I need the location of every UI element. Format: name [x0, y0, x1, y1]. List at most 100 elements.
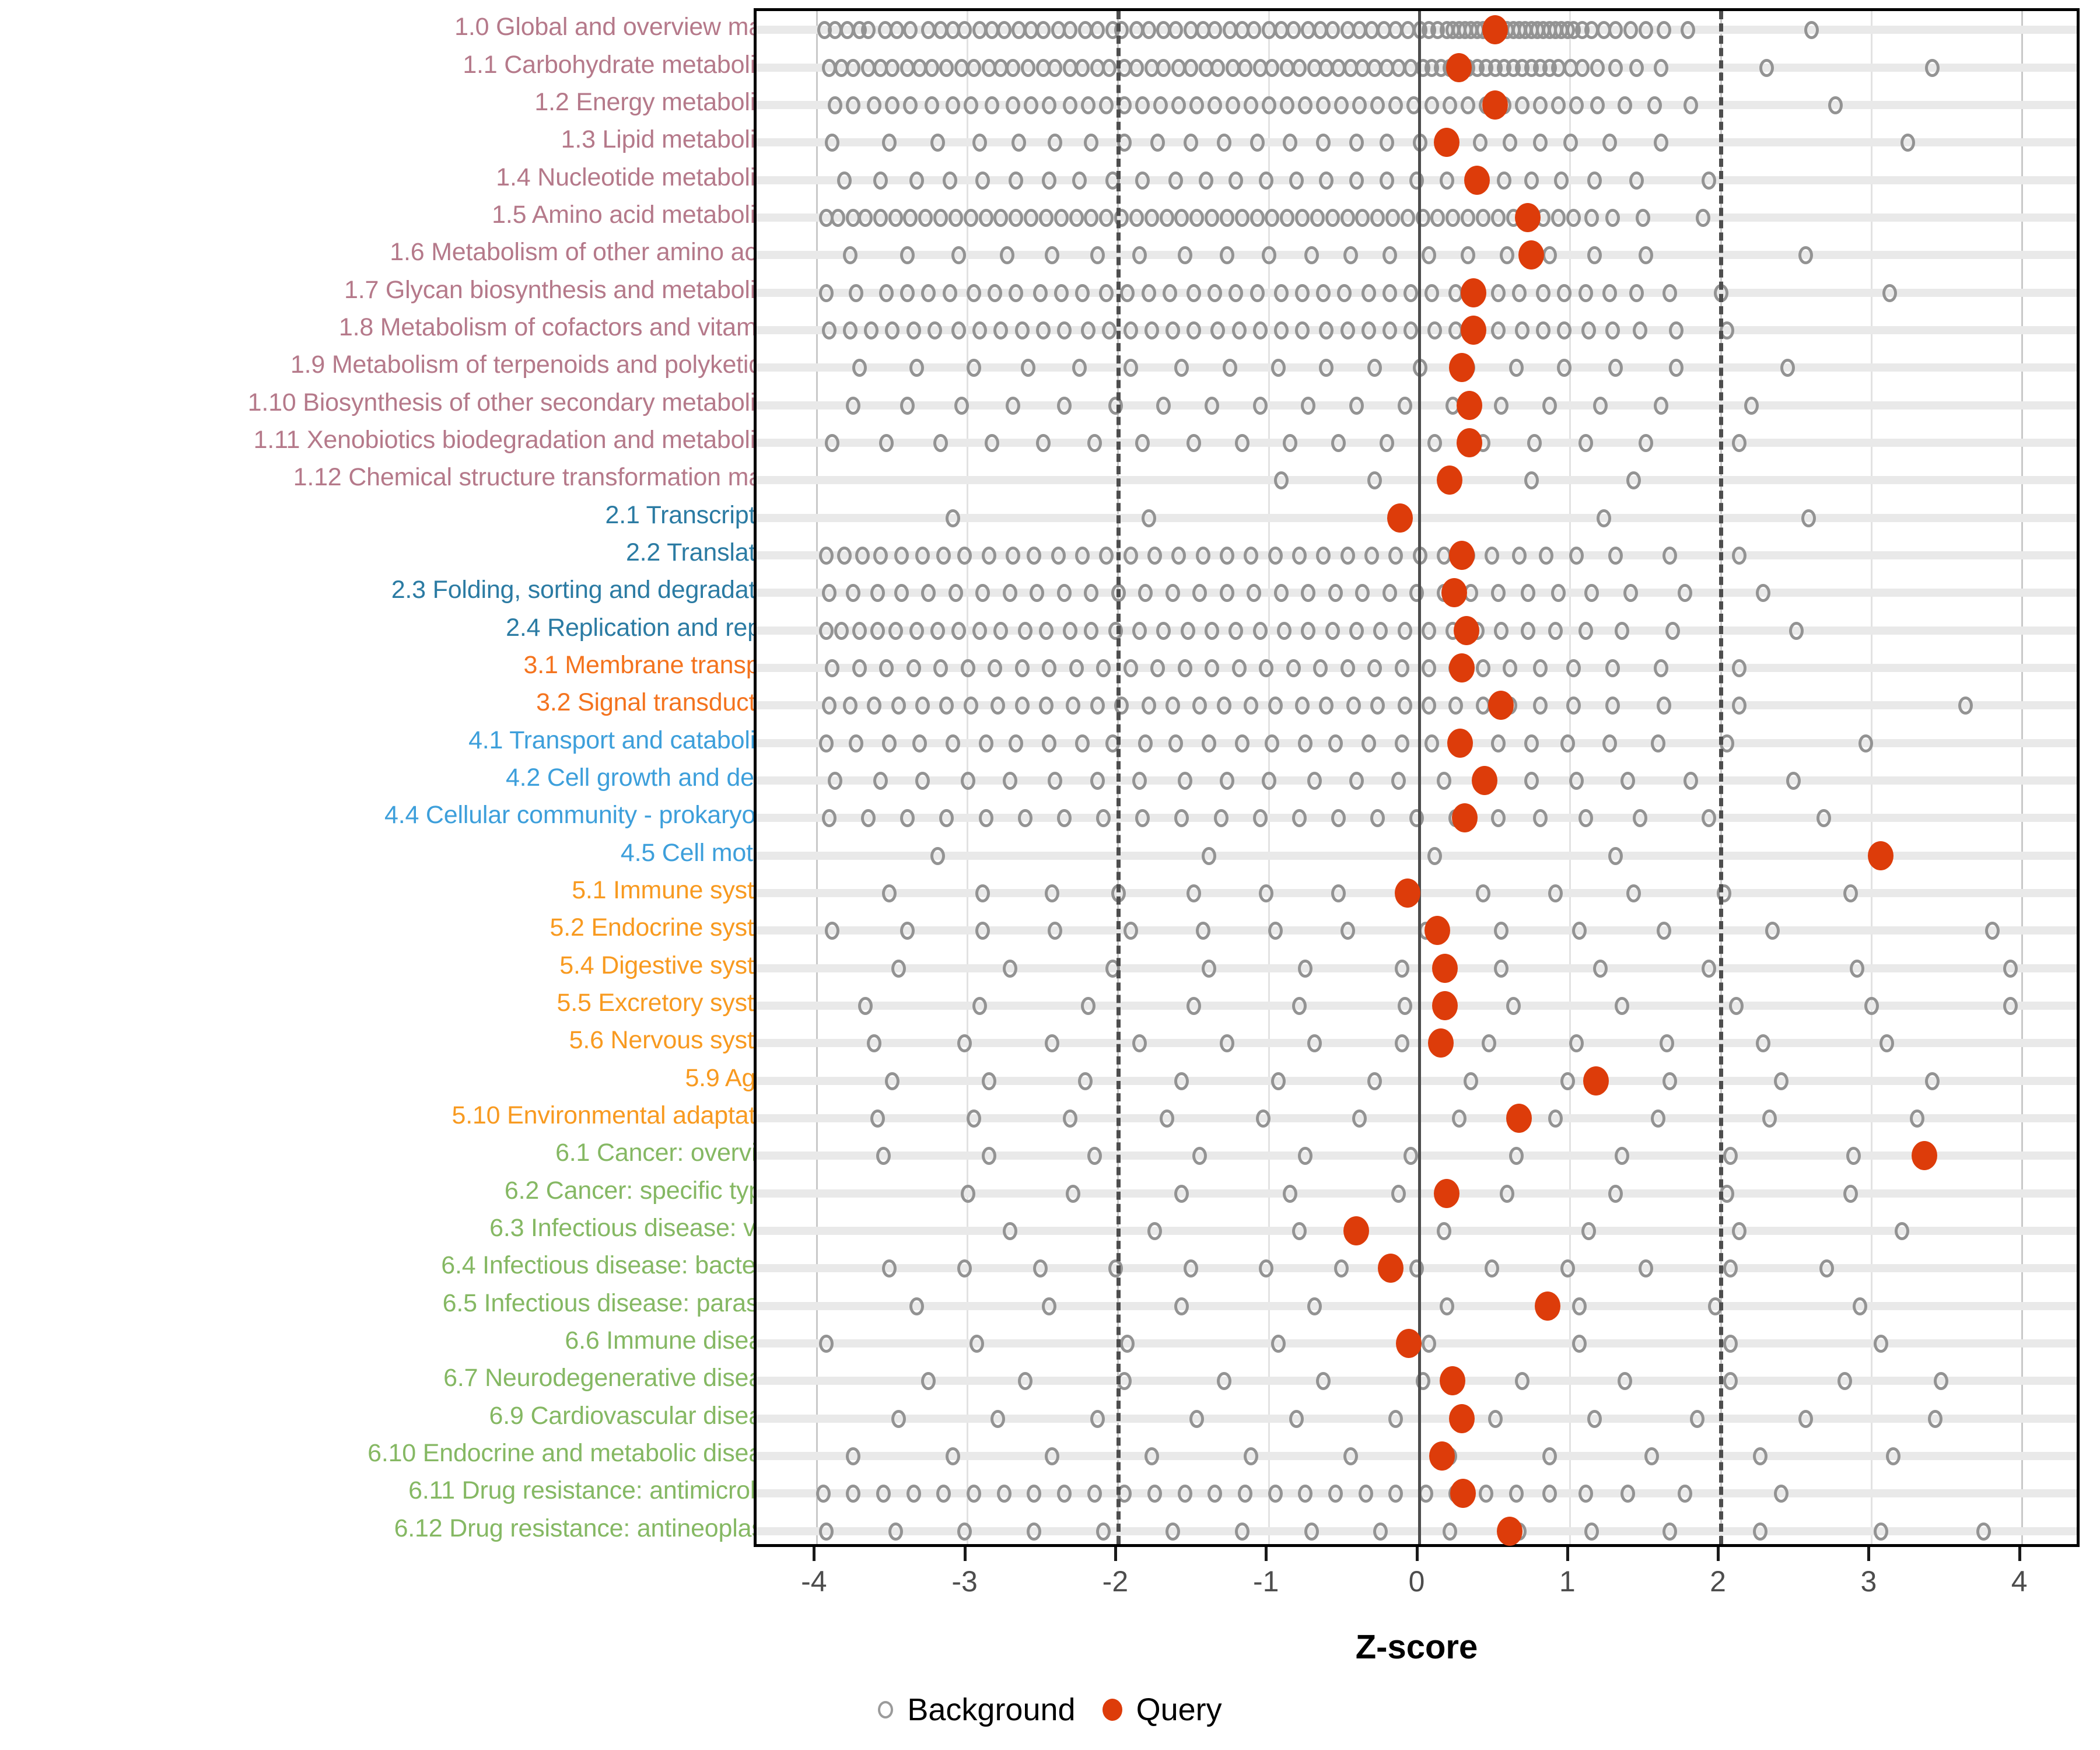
background-point	[1394, 1034, 1409, 1053]
background-point	[879, 659, 894, 677]
query-point[interactable]	[1424, 916, 1451, 946]
background-point	[1045, 1447, 1060, 1466]
query-point[interactable]	[1387, 503, 1413, 533]
query-point[interactable]	[1535, 1291, 1561, 1321]
background-point	[879, 284, 894, 302]
background-point	[1177, 246, 1192, 265]
background-point	[1557, 359, 1572, 377]
query-point[interactable]	[1448, 653, 1475, 682]
query-point[interactable]	[1441, 578, 1467, 608]
query-point[interactable]	[1451, 803, 1478, 833]
background-point	[1250, 208, 1265, 227]
query-point[interactable]	[1867, 841, 1894, 870]
query-point[interactable]	[1583, 1066, 1609, 1096]
background-point	[1298, 959, 1313, 978]
query-point[interactable]	[1437, 466, 1463, 495]
background-point	[1042, 1297, 1057, 1315]
background-point	[818, 1335, 834, 1353]
query-point[interactable]	[1911, 1141, 1937, 1171]
background-point	[1289, 1409, 1304, 1428]
query-point[interactable]	[1433, 128, 1460, 158]
background-point	[1723, 1335, 1738, 1353]
background-point	[1156, 621, 1171, 640]
query-point[interactable]	[1396, 1329, 1422, 1359]
legend-item-background[interactable]: Background	[878, 1692, 1076, 1728]
background-point	[1009, 208, 1024, 227]
query-point[interactable]	[1506, 1104, 1532, 1133]
background-point	[1424, 284, 1440, 302]
query-point[interactable]	[1488, 691, 1514, 720]
query-point[interactable]	[1448, 1404, 1475, 1433]
y-axis-label-5.4: 5.4 Digestive system	[559, 951, 789, 979]
background-point	[1569, 772, 1584, 790]
background-point	[957, 546, 972, 565]
query-point[interactable]	[1447, 728, 1474, 758]
background-point	[1141, 696, 1156, 715]
background-point	[1171, 96, 1186, 114]
background-point	[1653, 134, 1668, 152]
background-point	[1159, 1110, 1174, 1128]
legend-item-query[interactable]: Query	[1102, 1692, 1222, 1728]
background-point	[1349, 134, 1364, 152]
query-point[interactable]	[1456, 390, 1482, 420]
query-point[interactable]	[1453, 615, 1479, 645]
background-point	[1096, 659, 1111, 677]
legend-label-background: Background	[907, 1692, 1076, 1727]
background-point	[1244, 546, 1259, 565]
background-point	[909, 171, 924, 190]
background-point	[960, 772, 975, 790]
background-point	[1262, 96, 1277, 114]
background-point	[1397, 396, 1412, 415]
query-point[interactable]	[1427, 1028, 1454, 1058]
query-point[interactable]	[1461, 278, 1487, 307]
query-point[interactable]	[1456, 428, 1482, 457]
query-point[interactable]	[1432, 953, 1458, 983]
query-point[interactable]	[1461, 315, 1487, 345]
background-point	[972, 621, 988, 640]
query-point[interactable]	[1518, 240, 1544, 270]
background-point	[1581, 1222, 1596, 1241]
background-point	[1801, 509, 1816, 527]
x-axis-tick-label-4: 4	[2011, 1565, 2028, 1598]
query-point[interactable]	[1429, 1441, 1455, 1471]
background-point	[981, 546, 996, 565]
background-point	[1536, 321, 1551, 340]
query-point[interactable]	[1433, 1178, 1460, 1208]
background-point	[1638, 1259, 1653, 1278]
background-point	[1228, 171, 1244, 190]
query-point[interactable]	[1482, 90, 1508, 120]
query-point[interactable]	[1448, 353, 1475, 383]
background-point	[1310, 208, 1325, 227]
query-point[interactable]	[1440, 1366, 1466, 1396]
background-point	[885, 1072, 900, 1090]
row-guide-line	[757, 776, 2077, 785]
query-point[interactable]	[1450, 1479, 1476, 1508]
row-guide-line	[757, 1114, 2077, 1123]
background-point	[1056, 321, 1072, 340]
y-axis-label-6.4: 6.4 Infectious disease: bacterial	[441, 1251, 789, 1280]
background-point	[1147, 1222, 1162, 1241]
background-point	[1475, 659, 1490, 677]
query-point[interactable]	[1343, 1216, 1370, 1246]
query-point[interactable]	[1482, 15, 1508, 45]
query-point[interactable]	[1448, 540, 1475, 570]
query-point[interactable]	[1515, 202, 1541, 232]
background-point	[984, 96, 999, 114]
background-point	[1665, 621, 1681, 640]
background-point	[849, 284, 864, 302]
background-point	[1472, 134, 1488, 152]
background-point	[903, 96, 918, 114]
background-point	[1084, 584, 1099, 603]
query-point[interactable]	[1497, 1516, 1523, 1546]
query-point[interactable]	[1464, 165, 1490, 195]
query-point[interactable]	[1378, 1254, 1404, 1283]
background-point	[1114, 21, 1129, 40]
query-point[interactable]	[1394, 878, 1420, 908]
query-point[interactable]	[1432, 991, 1458, 1021]
query-point[interactable]	[1471, 766, 1497, 795]
query-point[interactable]	[1446, 52, 1472, 82]
background-point	[1596, 509, 1611, 527]
background-point	[1006, 546, 1021, 565]
row-guide-line	[757, 1227, 2077, 1236]
background-point	[1038, 696, 1054, 715]
